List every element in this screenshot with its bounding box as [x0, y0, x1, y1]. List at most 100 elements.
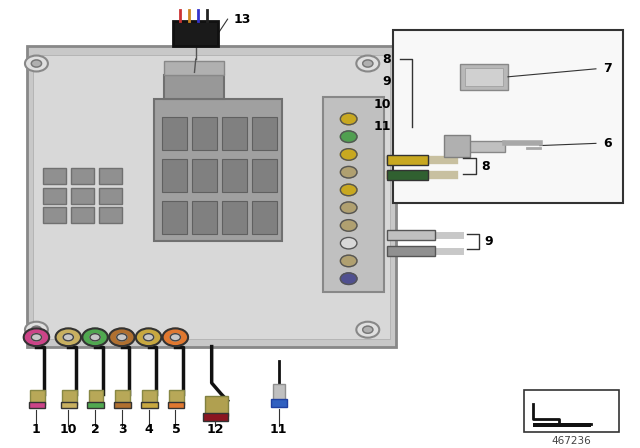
Bar	[89, 390, 103, 405]
Bar	[534, 423, 591, 427]
Bar	[465, 68, 503, 86]
Circle shape	[136, 328, 161, 346]
Circle shape	[340, 220, 357, 231]
Bar	[387, 246, 435, 256]
Bar	[222, 117, 247, 150]
Bar	[192, 117, 218, 150]
Circle shape	[340, 113, 357, 125]
Bar	[204, 413, 228, 421]
Bar	[323, 97, 384, 292]
Circle shape	[63, 334, 74, 341]
Bar	[460, 64, 508, 90]
Bar	[387, 155, 428, 165]
Bar	[61, 401, 77, 408]
Circle shape	[83, 328, 108, 346]
Text: 12: 12	[206, 423, 223, 436]
Text: 4: 4	[145, 423, 154, 436]
Bar	[71, 207, 94, 223]
Circle shape	[363, 326, 373, 333]
Bar	[252, 117, 277, 150]
Text: 8: 8	[481, 160, 490, 173]
Text: 3: 3	[118, 423, 127, 436]
Bar	[99, 188, 122, 204]
Circle shape	[31, 326, 42, 333]
Bar	[169, 390, 184, 405]
Bar	[99, 168, 122, 184]
Text: 10: 10	[60, 423, 77, 436]
Text: 7: 7	[604, 62, 612, 75]
Bar	[444, 135, 470, 157]
Bar	[29, 401, 45, 408]
Bar	[162, 117, 188, 150]
Circle shape	[340, 202, 357, 213]
Circle shape	[25, 322, 48, 338]
Bar	[71, 168, 94, 184]
Circle shape	[340, 149, 357, 160]
Bar	[154, 99, 282, 241]
Bar	[71, 188, 94, 204]
Bar	[271, 399, 287, 407]
Bar	[164, 75, 225, 99]
Circle shape	[143, 334, 154, 341]
Bar	[43, 188, 66, 204]
Circle shape	[163, 328, 188, 346]
Circle shape	[356, 322, 380, 338]
Circle shape	[356, 56, 380, 72]
Text: 9: 9	[383, 75, 392, 88]
Bar	[115, 390, 130, 405]
Circle shape	[90, 334, 100, 341]
Circle shape	[340, 184, 357, 196]
Bar	[205, 396, 228, 416]
Bar	[162, 159, 188, 192]
Text: 10: 10	[374, 98, 392, 111]
Circle shape	[24, 328, 49, 346]
Circle shape	[363, 60, 373, 67]
Bar	[114, 401, 131, 408]
Bar	[192, 201, 218, 234]
Bar	[252, 201, 277, 234]
Bar	[43, 168, 66, 184]
Bar	[447, 141, 505, 152]
Text: 8: 8	[383, 52, 392, 65]
Bar	[192, 159, 218, 192]
Bar	[394, 30, 623, 203]
Bar	[142, 390, 157, 405]
Bar	[62, 390, 77, 405]
Circle shape	[340, 273, 357, 284]
Bar	[33, 55, 390, 339]
Bar	[387, 230, 435, 240]
Bar	[43, 207, 66, 223]
Bar	[168, 401, 184, 408]
Bar	[524, 390, 620, 432]
Text: 6: 6	[604, 137, 612, 150]
Circle shape	[116, 334, 127, 341]
Bar	[27, 46, 396, 348]
Circle shape	[170, 334, 180, 341]
Text: 5: 5	[172, 423, 180, 436]
Bar	[88, 401, 104, 408]
Bar	[387, 170, 428, 180]
Bar	[162, 201, 188, 234]
Text: 1: 1	[32, 423, 41, 436]
Circle shape	[109, 328, 134, 346]
Circle shape	[31, 60, 42, 67]
Bar	[252, 159, 277, 192]
Text: 11: 11	[374, 120, 392, 133]
Text: 467236: 467236	[552, 435, 591, 446]
Bar	[222, 201, 247, 234]
Bar	[173, 22, 218, 46]
Circle shape	[56, 328, 81, 346]
Text: 2: 2	[92, 423, 100, 436]
Bar	[99, 207, 122, 223]
Bar	[164, 61, 225, 75]
Bar	[141, 401, 157, 408]
Circle shape	[340, 237, 357, 249]
Bar	[30, 390, 45, 405]
Text: 11: 11	[270, 423, 287, 436]
Text: 9: 9	[484, 235, 493, 248]
Circle shape	[340, 167, 357, 178]
Bar	[222, 159, 247, 192]
Text: 13: 13	[234, 13, 252, 26]
Circle shape	[340, 255, 357, 267]
Bar	[273, 384, 285, 403]
